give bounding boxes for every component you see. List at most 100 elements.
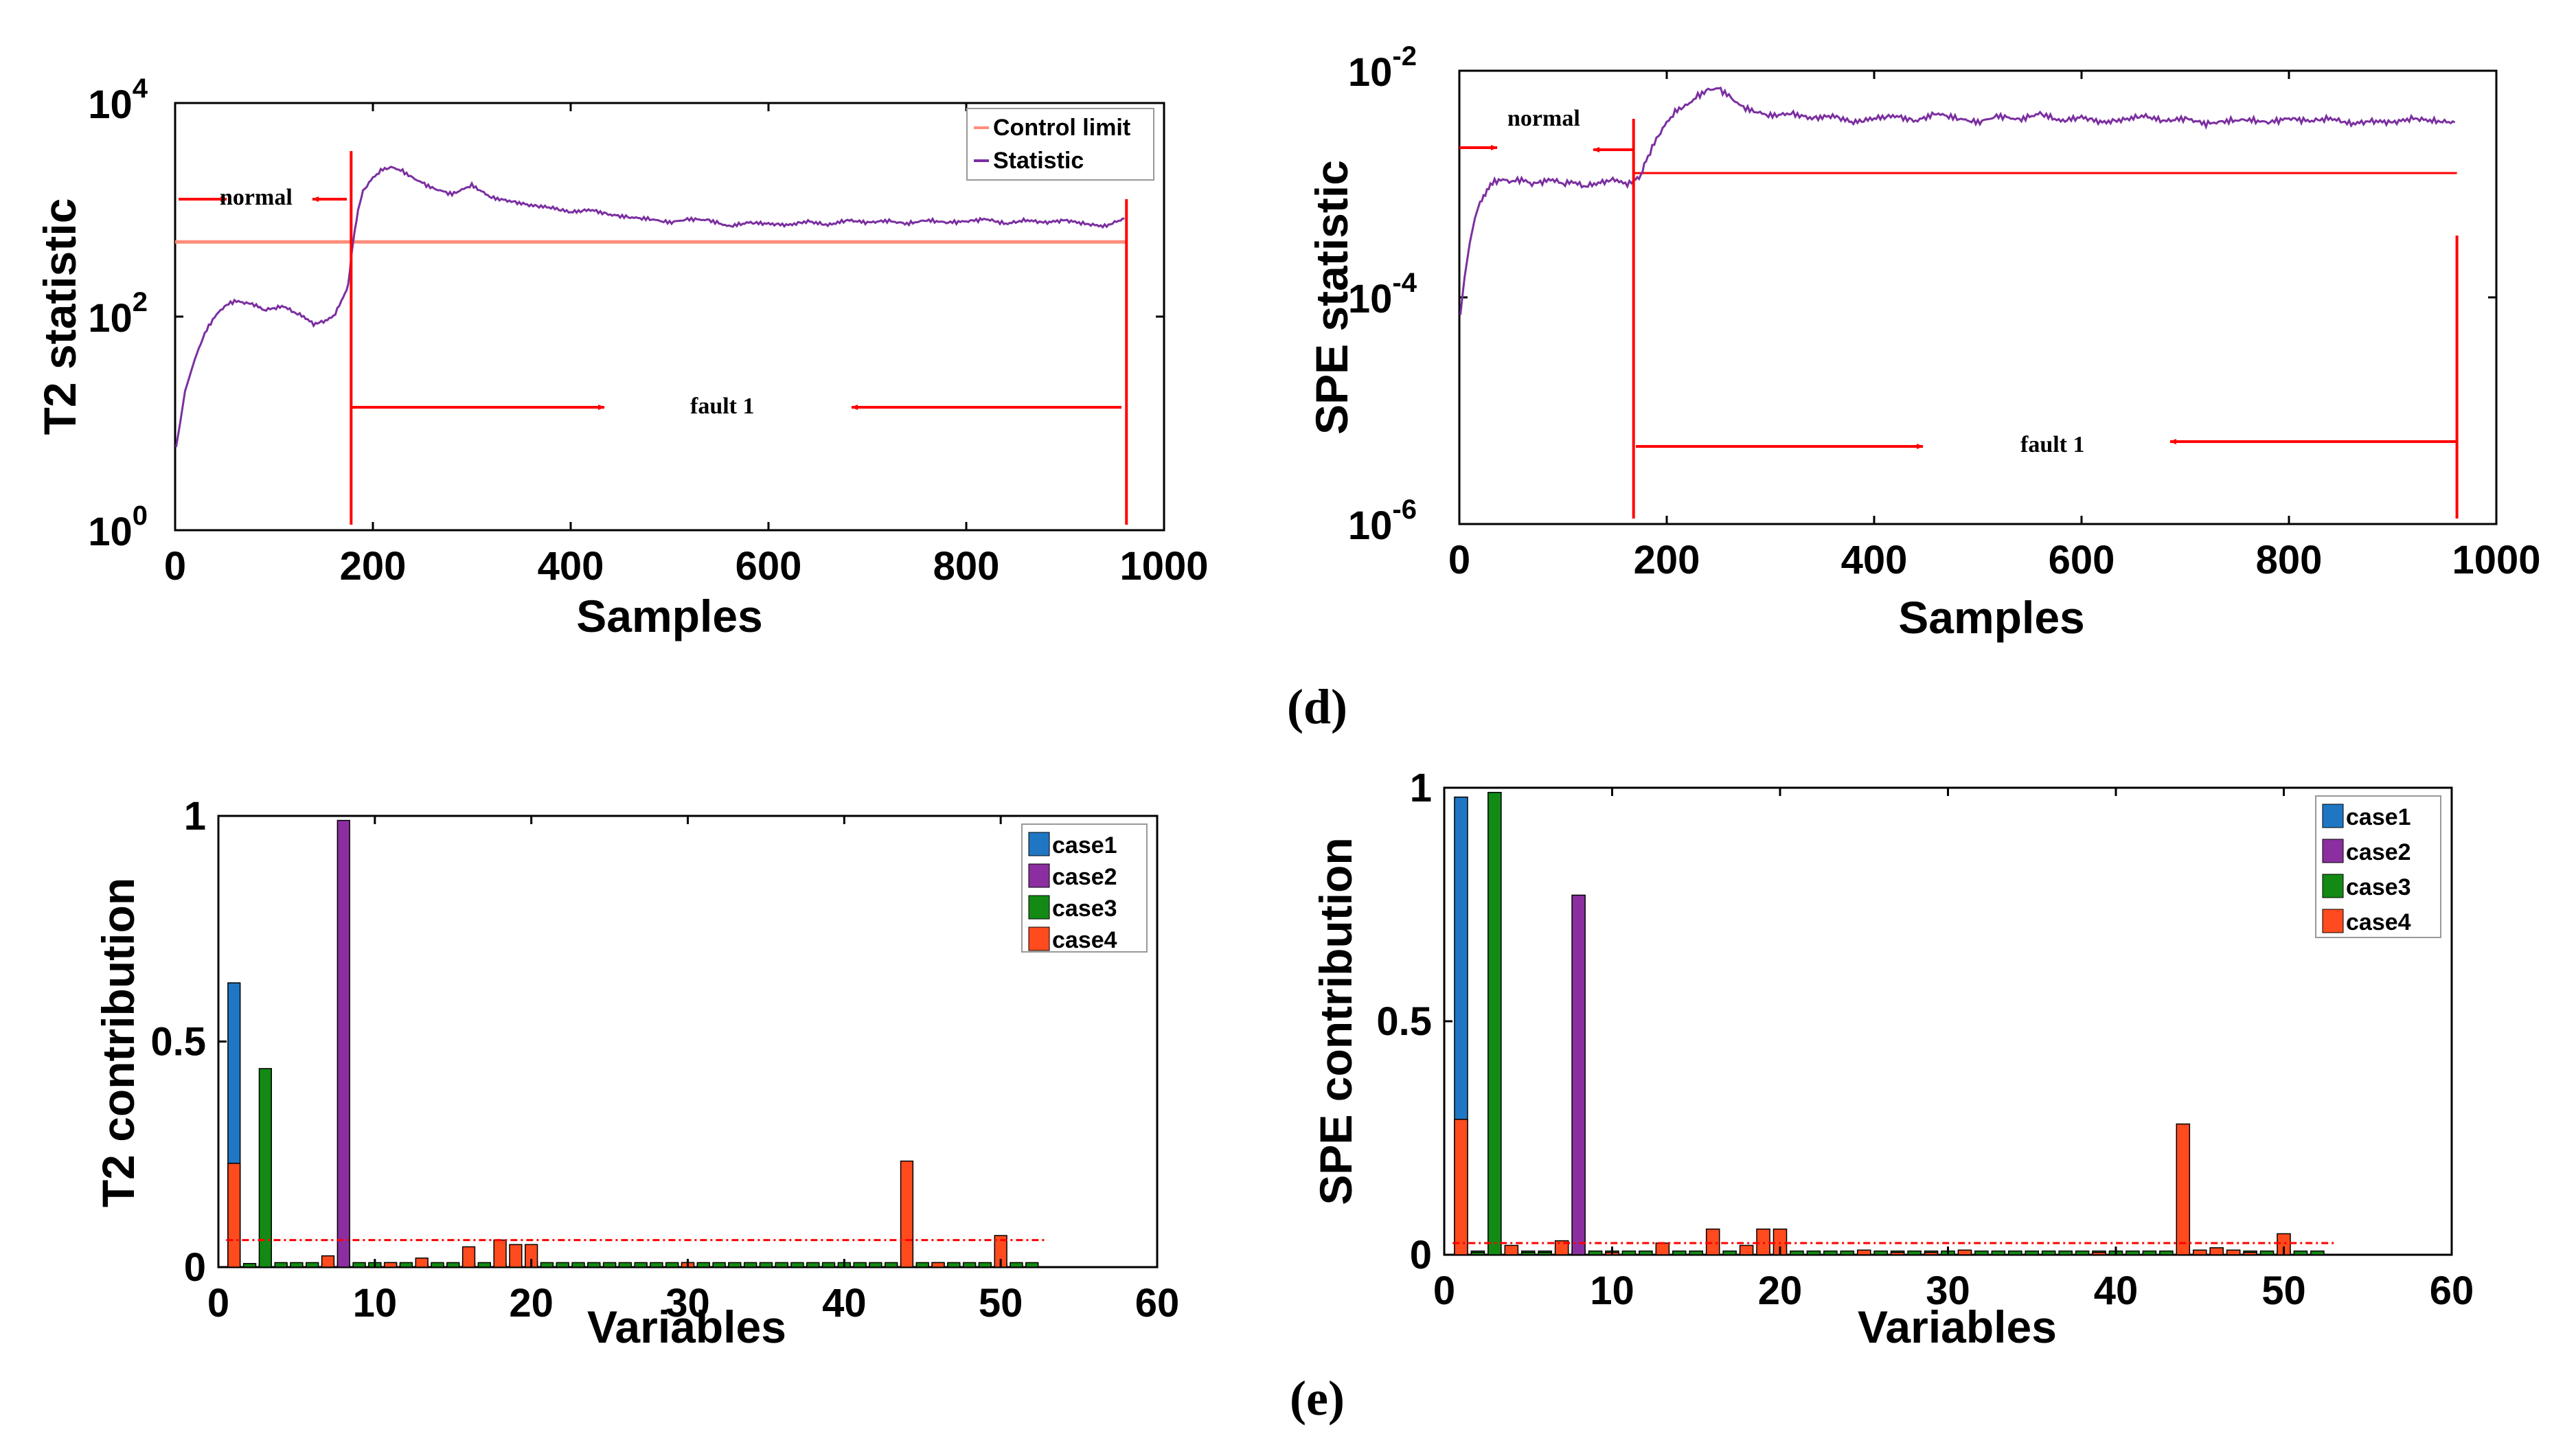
spe-xtick-label: 800 [2256,538,2323,582]
spec-legend-swatch-case1 [2322,804,2344,828]
t2c-bar-case4 [931,1262,945,1268]
t2-ytick-label: 100 [88,501,148,554]
spec-xtick-label: 20 [1758,1268,1803,1313]
t2c-bar-case3 [743,1262,757,1268]
t2c-bar-case4 [321,1255,335,1268]
spe-statistic-line [1459,87,2456,315]
spec-bar-baseline [1790,1250,1804,1255]
t2c-legend-swatch-case2 [1028,863,1050,888]
spec-legend-case2: case2 [2346,839,2411,865]
t2c-legend-swatch-case4 [1028,926,1050,951]
t2c-bar-case3 [556,1262,569,1268]
t2c-legend-case2: case2 [1052,864,1117,890]
spec-ylabel: SPE contribution [1310,837,1361,1205]
spec-bar-case4 [2243,1251,2257,1255]
spec-bar-baseline [1907,1250,1922,1255]
t2c-bar-case3 [962,1262,977,1268]
spec-bar-baseline [2008,1250,2022,1255]
t2c-bar-case3 [915,1262,929,1268]
t2c-ytick-label: 0 [184,1245,206,1290]
t2c-bar-case4 [383,1262,398,1268]
t2-statistic-chart: 0 200 400 600 800 1000 100 102 104 Samples T2 s… [34,73,1209,641]
t2c-bar-case3 [696,1262,710,1268]
t2-xtick-label: 200 [340,544,407,589]
spec-bar-baseline [1689,1250,1704,1255]
spe-xtick-label: 600 [2049,538,2115,582]
t2c-legend-case1: case1 [1052,832,1117,858]
spec-bar-case4 [2092,1251,2106,1255]
spec-bar-baseline [2125,1250,2140,1255]
spe-ytick-label: 10-2 [1348,41,1417,95]
spec-legend-case4: case4 [2346,909,2411,935]
t2c-legend-swatch-case1 [1028,832,1050,856]
t2c-bar-case3 [821,1262,836,1268]
t2c-bar-case3 [947,1262,961,1268]
spe-statistic-chart: 0 200 400 600 800 1000 10-6 10-4 10-2 Samples S… [1306,41,2541,643]
t2c-bar-case3 [540,1262,554,1268]
spec-legend-swatch-case4 [2322,909,2344,933]
t2c-bar-case3 [290,1262,304,1268]
spe-xtick-label: 400 [1841,538,1908,582]
spec-ytick-label: 1 [1410,766,1432,810]
t2-xtick-label: 0 [164,544,186,589]
t2-legend-statistic: Statistic [993,148,1084,174]
spec-legend-case3: case3 [2346,874,2411,900]
spec-bar-case4 [1856,1249,1871,1255]
spe-xtick-label: 0 [1448,538,1470,582]
spec-bar-case4 [1739,1244,1754,1255]
t2-xlabel: Samples [576,591,762,641]
t2c-bar-case4 [461,1246,476,1268]
t2c-bar-case3 [1025,1262,1039,1268]
spec-ytick-label: 0 [1410,1233,1432,1277]
spec-bar-case3 [1538,1251,1552,1255]
t2-ytick-label: 104 [88,73,148,127]
spec-legend-swatch-case3 [2322,874,2344,898]
t2-statistic-line [174,166,1125,448]
spec-bar-baseline [1588,1250,1603,1255]
spec-xtick-label: 30 [1926,1268,1970,1313]
t2c-bar-case3 [650,1262,663,1268]
spec-bar-baseline [2310,1250,2325,1255]
spec-bar-case4 [1705,1228,1720,1255]
t2-fault-label: fault 1 [690,394,755,419]
caption-d: (d) [1287,679,1347,734]
t2-contribution-chart: 0 10 20 30 40 50 60 0 0.5 1 Variables T2 contrib… [93,794,1179,1352]
t2c-legend-case3: case3 [1052,896,1117,922]
t2c-xtick-label: 20 [509,1281,554,1325]
spec-bar-case4 [1924,1251,1939,1255]
t2c-bar-case4 [415,1258,429,1268]
spec-bar-case4 [2192,1249,2207,1255]
t2c-ytick-label: 1 [184,794,206,839]
spe-ytick-label: 10-4 [1348,268,1417,321]
spec-ytick-label: 0.5 [1376,999,1432,1044]
spec-legend: case1 case2 case3 case4 [2315,795,2441,938]
t2-xtick-label: 600 [736,544,802,589]
t2c-bar-case3 [446,1262,460,1268]
t2c-bar-case4 [509,1244,523,1268]
spe-ytick-label: 10-6 [1348,494,1417,548]
t2c-bar-case3 [853,1262,867,1268]
t2c-bar-case3 [775,1262,788,1268]
spec-bar-case4 [1504,1244,1519,1255]
t2c-xtick-label: 40 [822,1281,867,1325]
spec-bar-case4 [2209,1247,2224,1255]
t2c-bar-case3 [602,1262,617,1268]
spec-plot-frame [1443,786,2453,1256]
t2c-legend: case1 case2 case3 case4 [1021,823,1148,953]
spec-bar-baseline [1806,1250,1821,1255]
spec-bar-baseline [2025,1250,2040,1255]
t2c-xtick-label: 30 [665,1281,710,1325]
t2c-bar-case3 [634,1262,648,1268]
t2c-ytick-label: 0.5 [150,1020,206,1065]
spec-bar-case4 [1957,1249,1972,1255]
t2-legend-control-limit: Control limit [993,115,1130,141]
t2c-bar-case3 [587,1262,601,1268]
t2-normal-label: normal [220,185,293,210]
spec-bar-case4 [2176,1123,2191,1255]
t2c-xlabel: Variables [587,1301,786,1352]
t2c-bar-case3 [618,1262,632,1268]
spec-bar-baseline [1974,1250,1989,1255]
t2c-bar-case3 [712,1262,726,1268]
spec-bar-case3 [1488,792,1502,1255]
t2c-bar-case3 [306,1262,319,1268]
